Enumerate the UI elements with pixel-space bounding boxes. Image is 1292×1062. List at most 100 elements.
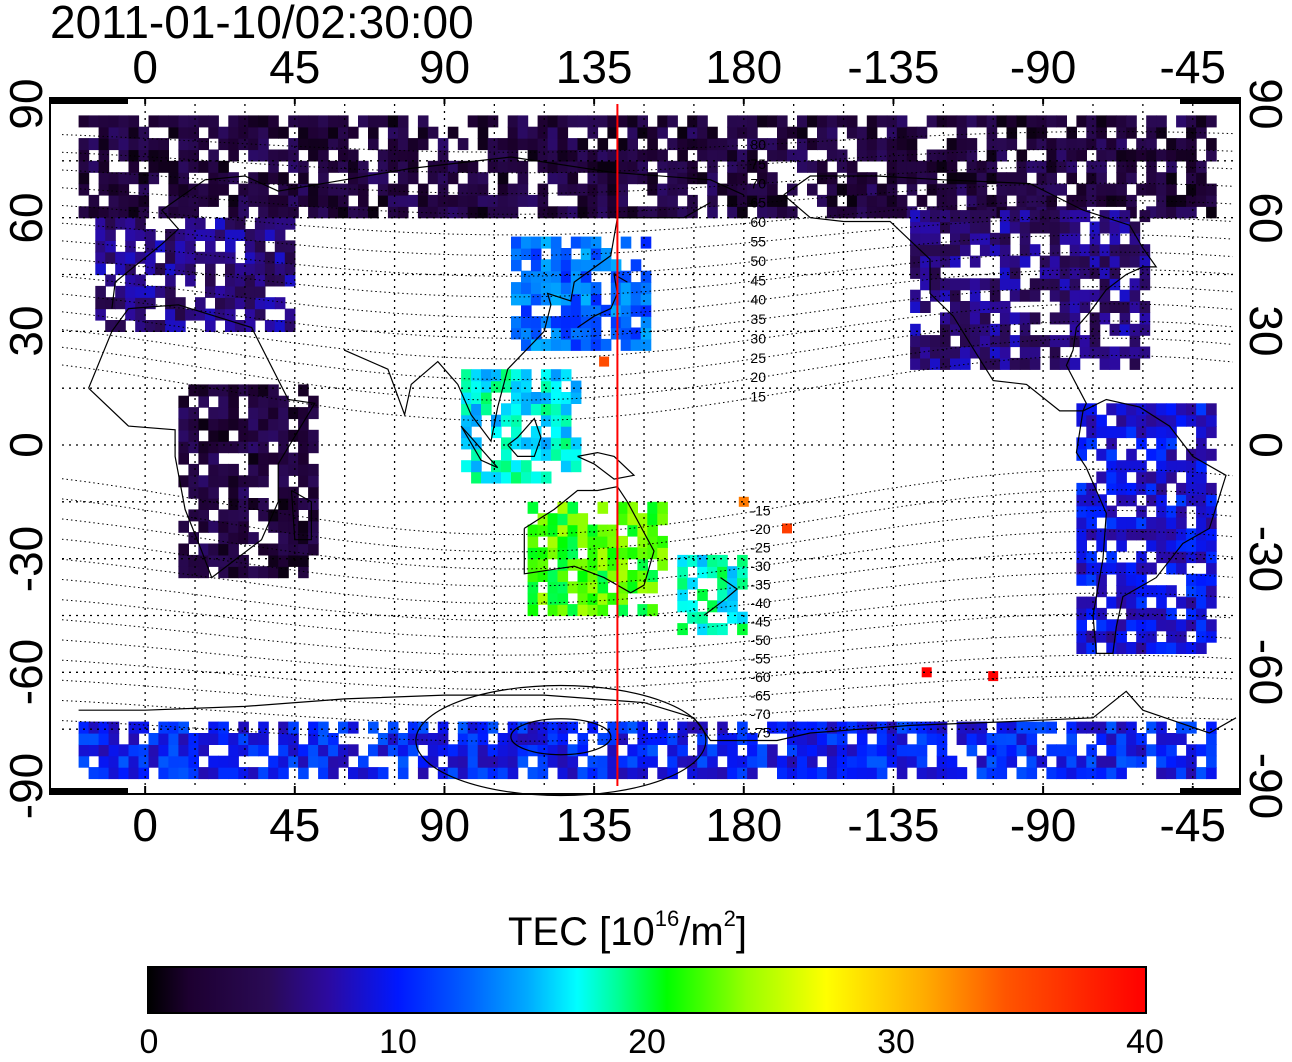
left-axis-tick-label: 0 [0,432,52,458]
tec-region-south-america [1076,403,1217,654]
contour-label: 15 [750,389,766,405]
right-axis-tick-label: 0 [1240,432,1292,458]
left-axis-tick-label: 30 [0,305,52,357]
colorbar [147,966,1147,1014]
map-title: 2011-01-10/02:30:00 [50,0,474,48]
coastline [577,273,628,328]
top-axis-tick-label: -90 [1009,41,1077,93]
coastline [523,486,655,594]
coastlines [78,156,1237,797]
bottom-axis-tick-label: -45 [1159,799,1226,851]
contour-label: -65 [750,687,770,703]
contour-label: -50 [750,632,770,648]
tec-regions [78,115,1217,780]
bottom-axis-tick-label: -135 [847,799,940,851]
frame-ticks [50,98,1240,794]
contour-label: 30 [750,330,766,346]
top-axis-tick-label: -45 [1159,41,1226,93]
left-axis-tick-label: 90 [0,78,52,130]
contour-label: -60 [750,669,770,685]
contour-label: -15 [750,502,770,518]
coastline [460,425,499,469]
bottom-axis-tick-label: 45 [269,799,321,851]
coastline [703,577,739,616]
contour-label: 20 [750,369,766,385]
left-axis-tick-label: 60 [0,192,52,244]
top-axis-tick-label: 45 [269,41,321,93]
contour-label: -70 [750,706,770,722]
tec-hotspot [738,496,749,507]
contour-label: 45 [750,272,766,288]
coastline [507,417,542,457]
top-axis-tick-label: 180 [705,41,783,93]
contour-label: 80 [750,137,766,153]
colorbar-tick-label: 0 [139,1023,159,1061]
colorbar-tick-label: 10 [379,1023,417,1061]
grid-lines [62,104,1236,786]
tec-region-north-america [910,210,1151,370]
contour-label: 25 [750,350,766,366]
contour-label: -75 [750,724,770,740]
top-axis-tick-label: 135 [555,41,633,93]
plot-frame [49,97,1241,795]
contour-label: -55 [750,650,770,666]
magnetic-pole-contour [510,718,612,756]
top-axis-tick-label: -135 [847,41,940,93]
coastline [290,489,312,541]
colorbar-tick-label: 40 [1126,1023,1164,1061]
left-axis-tick-label: -60 [0,639,52,706]
bottom-axis-tick-label: 0 [132,799,158,851]
coastline [88,304,316,579]
tec-region-australia [527,501,668,617]
tec-hotspots [599,356,999,682]
contour-label: 40 [750,292,766,308]
contour-label: 35 [750,311,766,327]
contour-label: 55 [750,234,766,250]
contour-label: 75 [750,156,766,172]
bottom-axis-tick-label: 135 [555,799,633,851]
bottom-axis-tick-label: -90 [1009,799,1077,851]
coastline [111,156,745,309]
right-axis-tick-label: -60 [1240,639,1292,706]
contour-label: -45 [750,613,770,629]
left-axis-tick-label: -90 [0,752,52,820]
tec-region-new-zealand [677,554,748,636]
tec-hotspot [921,667,932,678]
tec-region-europe [95,217,296,332]
tec-region-east-asia [511,236,652,351]
right-axis-tick-label: 30 [1240,305,1292,357]
colorbar-tick-label: 20 [628,1023,666,1061]
right-axis-tick-label: 60 [1240,192,1292,244]
tec-hotspot [988,671,999,682]
bottom-axis-tick-label: 90 [418,799,471,851]
contour-label: 60 [750,214,766,230]
colorbar-tick-label: 30 [877,1023,915,1061]
coastline [344,201,711,443]
contour-label: 65 [750,195,766,211]
top-axis-tick-label: 0 [132,41,158,93]
right-axis-tick-label: 90 [1240,78,1292,130]
coastline [78,690,1237,742]
tec-region-north-polar [78,115,1217,219]
coastline [577,451,636,480]
contour-label: -30 [750,558,770,574]
right-axis-tick-label: -90 [1240,752,1292,820]
right-axis-tick-label: -30 [1240,525,1292,592]
contour-label: -35 [750,576,770,592]
bottom-axis-tick-label: 180 [705,799,783,851]
coastline [783,175,1158,412]
contour-label: 50 [750,253,766,269]
magnetic-pole-contour [415,684,707,797]
tec-hotspot [599,356,610,367]
contour-label: -40 [750,595,770,611]
tec-hotspot [782,523,792,534]
coastline [1075,398,1227,654]
colorbar-title: TEC [1016/m2] [508,906,748,955]
tec-region-antarctica [78,721,1217,780]
magnetic-contours: 80 75 70 65 60 55 50 45 40 35 30 25 20 15 -15 -20 -25 -30… [61,131,1233,742]
contour-label: 70 [750,175,766,191]
contour-label: -20 [750,521,770,537]
tec-region-africa [178,384,319,579]
contour-label: -25 [750,539,770,555]
